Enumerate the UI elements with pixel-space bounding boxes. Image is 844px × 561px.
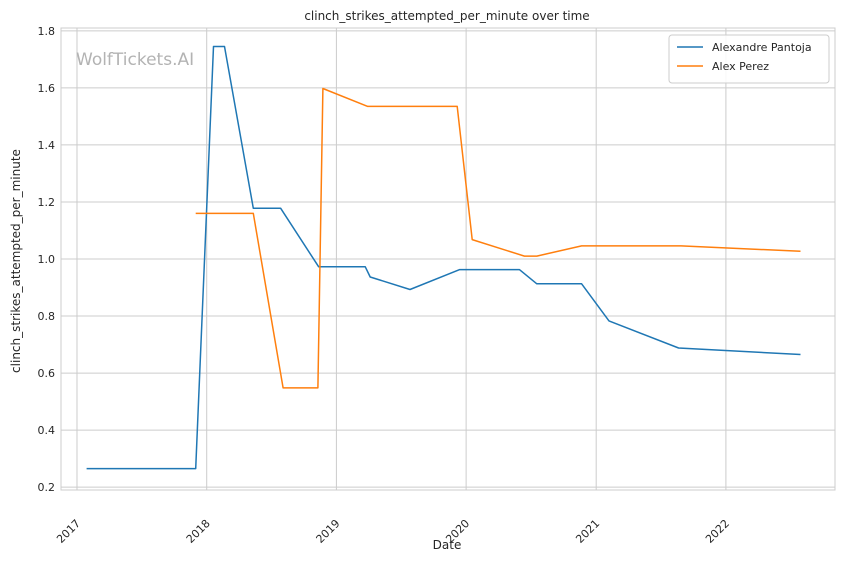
legend-entry-label: Alex Perez [712, 60, 769, 73]
watermark-text: WolfTickets.AI [76, 50, 194, 70]
x-axis-label: Date [433, 538, 462, 552]
legend: Alexandre Pantoja Alex Perez [668, 34, 830, 84]
y-tick-label: 1.6 [38, 82, 56, 95]
y-tick-label: 1.0 [38, 253, 56, 266]
y-axis-label: clinch_strikes_attempted_per_minute [9, 149, 23, 373]
x-tick-label: 2022 [703, 517, 732, 546]
plot-frame [60, 27, 836, 491]
legend-box [668, 34, 830, 84]
legend-entry-label: Alexandre Pantoja [712, 41, 812, 54]
y-tick-label: 1.2 [38, 196, 56, 209]
x-tick-label: 2019 [314, 517, 343, 546]
y-axis-ticks: 0.2 0.4 0.6 0.8 1.0 1.2 1.4 1.6 1.8 [38, 25, 56, 494]
x-tick-label: 2017 [54, 517, 83, 546]
y-tick-label: 0.6 [38, 367, 56, 380]
series-line-1 [195, 87, 801, 389]
x-tick-label: 2021 [573, 517, 602, 546]
y-tick-label: 1.8 [38, 25, 56, 38]
x-axis-ticks: 2017 2018 2019 2020 2021 2022 [54, 517, 732, 546]
y-tick-label: 0.8 [38, 310, 56, 323]
y-tick-label: 0.4 [38, 424, 56, 437]
series-lines [86, 45, 801, 470]
chart-title: clinch_strikes_attempted_per_minute over… [304, 9, 589, 23]
x-tick-label: 2018 [184, 517, 213, 546]
y-tick-label: 1.4 [38, 139, 56, 152]
series-line-0 [86, 45, 801, 470]
grid [61, 28, 835, 490]
y-tick-label: 0.2 [38, 481, 56, 494]
